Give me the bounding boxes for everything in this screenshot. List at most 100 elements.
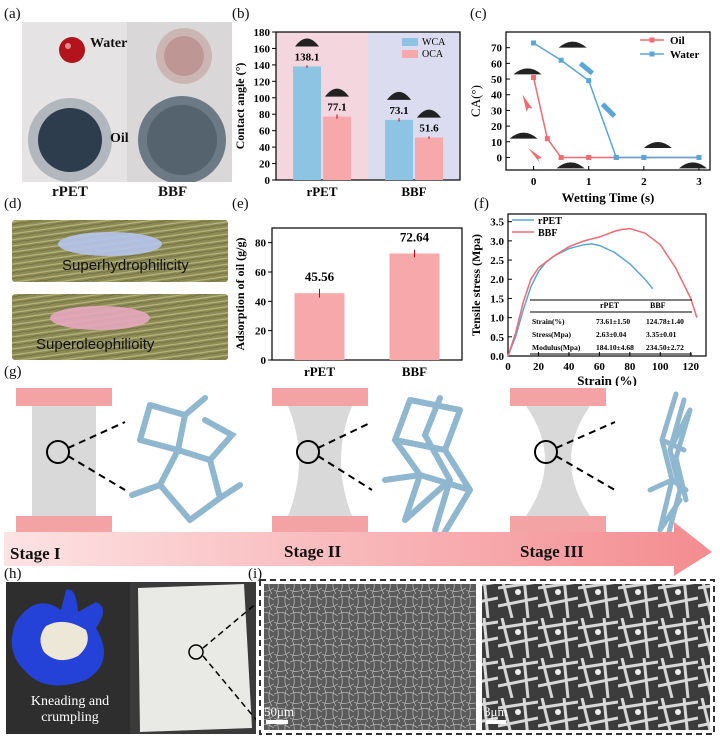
series-line-bbf — [507, 227, 698, 357]
arrow-oil-2 — [528, 148, 543, 164]
x-tick-label: 3 — [696, 176, 702, 188]
y-tick-label: 3.0 — [490, 236, 504, 248]
data-label: 77.1 — [327, 102, 346, 114]
plot-frame — [505, 31, 711, 171]
legend-label-oca: OCA — [422, 49, 444, 60]
panel-label-d: (d) — [4, 196, 22, 212]
panel-label-h: (h) — [4, 566, 22, 582]
bar-wca-bbf — [385, 119, 413, 180]
panel-g-diagram — [4, 388, 712, 576]
caption-kneading: Kneading and crumpling — [24, 694, 116, 726]
y-tick-label: 160 — [254, 43, 271, 55]
x-axis-label: Wetting Time (s) — [562, 190, 655, 205]
y-tick-label: 40 — [255, 296, 267, 308]
oil-spot-rpet — [38, 108, 102, 172]
x-axis-label: Strain (%) — [577, 373, 637, 386]
water-droplet-rpet — [59, 37, 85, 63]
panel-label-g: (g) — [4, 364, 22, 380]
caption-line2: crumpling — [41, 710, 99, 725]
label-superoleophilicity: Superoleophilioity — [36, 336, 155, 353]
y-tick-label: 0 — [265, 175, 271, 187]
y-tick-label: 120 — [254, 76, 271, 88]
y-tick-label: 1.0 — [490, 313, 504, 325]
x-tick-label: 100 — [652, 361, 669, 373]
y-tick-label: 50 — [491, 74, 503, 86]
label-water: Water — [90, 36, 128, 51]
chart-e: 0 20 40 60 80 Adsorption of oil (g/g) 45.56 rPE… — [233, 227, 463, 376]
crumpled-fabric — [40, 621, 88, 661]
bar-wca-rpet — [293, 66, 321, 180]
stage-1-label: Stage I — [10, 544, 61, 563]
y-tick-label: 20 — [259, 159, 271, 171]
table-header: rPET — [600, 301, 620, 310]
x-tick-label: 1 — [586, 176, 592, 188]
data-label: 73.1 — [389, 105, 408, 117]
legend-swatch-wca — [402, 38, 418, 46]
chart-b: 0 20 40 60 80 100 120 140 160 180 Contact angle (°… — [233, 27, 461, 199]
y-tick-label: 70 — [491, 43, 503, 55]
panel-label-f: (f) — [474, 196, 489, 212]
label-superhydrophilicity: Superhydrophilicity — [62, 257, 189, 274]
x-category-label: BBF — [402, 364, 427, 376]
scale-bar-left: 50μm — [264, 704, 295, 719]
series-line-oil — [532, 77, 699, 159]
panel-label-b: (b) — [232, 6, 250, 22]
point-oil — [544, 136, 550, 142]
bar-oca-bbf — [415, 137, 443, 180]
y-tick-label: 40 — [259, 142, 271, 154]
panel-i-sem — [259, 579, 715, 735]
background-rpet — [276, 32, 368, 180]
y-tick-label: 2.0 — [490, 274, 504, 286]
y-tick-label: 0 — [497, 152, 503, 164]
y-axis-label: Adsorption of oil (g/g) — [233, 237, 247, 350]
y-tick-label: 1.5 — [490, 293, 504, 305]
x-tick-label: 20 — [533, 361, 545, 373]
droplet-icon — [295, 38, 319, 47]
x-tick-label: 80 — [624, 361, 636, 373]
table-header: BBF — [650, 301, 666, 310]
droplet-icon — [509, 132, 538, 139]
y-tick-label: 2.5 — [490, 255, 504, 267]
table-cell: 234.50±2.72 — [646, 343, 684, 352]
y-tick-label: 40 — [491, 90, 503, 102]
y-tick-label: 60 — [491, 58, 503, 70]
y-axis-label: Contact angle (°) — [233, 63, 247, 150]
y-tick-label: 80 — [259, 109, 271, 121]
panel-label-c: (c) — [470, 6, 487, 22]
table-cell: 3.35±0.01 — [646, 330, 677, 339]
y-tick-label: 20 — [491, 121, 503, 133]
droplet-icon — [513, 68, 542, 75]
table-row-label: Strain(%) — [532, 317, 565, 326]
table-cell: 2.63±0.04 — [596, 330, 627, 339]
x-category-label: BBF — [401, 184, 426, 199]
x-tick-label: 60 — [594, 361, 606, 373]
y-tick-label: 0.5 — [490, 332, 504, 344]
x-tick-label: 40 — [563, 361, 575, 373]
legend-label-water: Water — [670, 49, 699, 61]
data-label: 72.64 — [400, 229, 430, 244]
point-water — [613, 154, 619, 160]
droplet-icon — [387, 91, 411, 100]
sem-image-low-mag — [264, 584, 476, 730]
fiber-network-1 — [129, 395, 243, 523]
point-water — [641, 154, 647, 160]
oil-puddle — [50, 306, 150, 330]
table-cell: 184.10±4.68 — [596, 343, 634, 352]
label-a-bbf: BBF — [158, 184, 188, 200]
x-tick-label: 0 — [505, 361, 511, 373]
x-tick-label: 2 — [641, 176, 647, 188]
legend-label-rpet: rPET — [538, 216, 562, 227]
table-row-label: Modulus(Mpa) — [532, 343, 581, 352]
legend-label-bbf: BBF — [538, 228, 557, 239]
flat-fabric — [138, 584, 252, 732]
point-water — [558, 57, 564, 63]
y-tick-label: 80 — [255, 238, 267, 250]
stage-3-label: Stage III — [520, 542, 584, 561]
table-cell: 73.61±1.50 — [596, 317, 630, 326]
sem-image-high-mag — [482, 584, 710, 730]
y-tick-label: 0 — [261, 355, 267, 367]
chart-c: 0 10 20 30 40 50 60 70 0 1 2 3 Wetting Time (s) CA(°)… — [470, 31, 711, 205]
stage-2-label: Stage II — [284, 542, 342, 561]
plot-frame — [507, 213, 707, 357]
series-line-water — [533, 42, 699, 159]
